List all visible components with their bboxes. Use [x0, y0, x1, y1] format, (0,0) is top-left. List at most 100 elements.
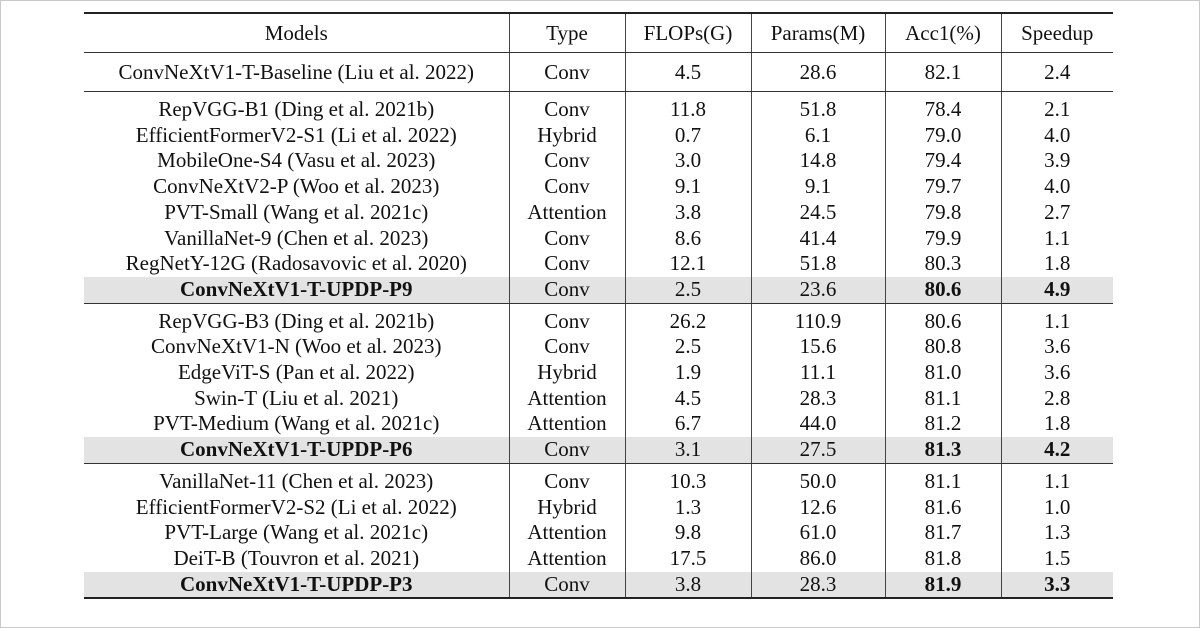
cell-type: Conv [508, 303, 625, 335]
table-row: EfficientFormerV2-S2 (Li et al. 2022) Hyb… [84, 494, 1113, 521]
header-params: Params(M) [750, 12, 885, 53]
cell-model: ConvNeXtV1-T-UPDP-P9 [84, 276, 509, 304]
table-row: RepVGG-B3 (Ding et al. 2021b) Conv 26.2 110… [84, 303, 1113, 335]
table-row: PVT-Small (Wang et al. 2021c) Attention 3.… [84, 199, 1113, 226]
header-models: Models [84, 12, 509, 53]
cell-model: PVT-Small (Wang et al. 2021c) [164, 199, 429, 224]
table-row: DeiT-B (Touvron et al. 2021) Attention 17.… [84, 545, 1113, 572]
results-table: Models Type FLOPs(G) Params(M) Acc1(%) S… [84, 12, 1113, 600]
cell-speedup: 1.5 [1000, 545, 1113, 572]
cell-acc: 81.1 [884, 463, 1001, 495]
cell-model: RegNetY-12G (Radosavovic et al. 2020) [125, 251, 467, 276]
cell-type: Conv [508, 52, 625, 92]
cell-params: 61.0 [750, 520, 885, 546]
cell-speedup: 4.0 [1000, 122, 1113, 149]
cell-flops: 0.7 [624, 122, 751, 149]
highlight-row: ConvNeXtV1-T-UPDP-P3 Conv 3.8 28.3 81.9 3.3 [84, 571, 1113, 600]
table-row: MobileOne-S4 (Vasu et al. 2023) Conv 3.0 14… [84, 148, 1113, 175]
cell-model: PVT-Large (Wang et al. 2021c) [164, 520, 429, 545]
cell-model: MobileOne-S4 (Vasu et al. 2023) [157, 148, 436, 173]
cell-flops: 1.3 [624, 494, 751, 521]
cell-type: Attention [508, 411, 625, 438]
cell-model: RepVGG-B1 (Ding et al. 2021b) [158, 97, 435, 121]
header-row: Models Type FLOPs(G) Params(M) Acc1(%) S… [84, 12, 1113, 53]
cell-params: 41.4 [750, 225, 885, 252]
cell-params: 24.5 [750, 199, 885, 226]
cell-params: 86.0 [750, 545, 885, 572]
cell-params: 44.0 [750, 411, 885, 438]
table-row: ConvNeXtV2-P (Woo et al. 2023) Conv 9.1 9.1… [84, 174, 1113, 200]
cell-type: Conv [508, 91, 625, 123]
cell-flops: 2.5 [624, 334, 751, 361]
table-row: EdgeViT-S (Pan et al. 2022) Hybrid 1.9 11.1… [84, 360, 1113, 386]
cell-flops: 2.5 [624, 276, 751, 304]
cell-speedup: 3.3 [1000, 571, 1113, 600]
cell-type: Conv [508, 463, 625, 495]
cell-acc: 82.1 [884, 52, 1001, 92]
header-flops: FLOPs(G) [624, 12, 751, 53]
cell-speedup: 1.8 [1000, 251, 1113, 277]
cell-params: 6.1 [750, 122, 885, 149]
table-row: Swin-T (Liu et al. 2021) Attention 4.5 28.3… [84, 385, 1113, 412]
cell-params: 14.8 [750, 148, 885, 175]
cell-speedup: 3.6 [1000, 334, 1113, 361]
cell-flops: 11.8 [624, 91, 751, 123]
table-row: RepVGG-B1 (Ding et al. 2021b) Conv 11.8 51.… [84, 91, 1113, 123]
table-row: ConvNeXtV1-N (Woo et al. 2023) Conv 2.5 15.… [84, 334, 1113, 361]
cell-model: VanillaNet-11 (Chen et al. 2023) [159, 468, 434, 493]
cell-model: VanillaNet-9 (Chen et al. 2023) [164, 225, 429, 250]
cell-flops: 4.5 [624, 52, 751, 92]
cell-flops: 1.9 [624, 360, 751, 386]
cell-type: Conv [508, 571, 625, 600]
cell-acc: 79.8 [884, 199, 1001, 226]
cell-params: 28.6 [750, 52, 885, 92]
cell-type: Conv [508, 174, 625, 200]
cell-type: Attention [508, 385, 625, 412]
cell-params: 110.9 [750, 303, 885, 335]
cell-params: 50.0 [750, 463, 885, 495]
header-type: Type [508, 12, 625, 53]
cell-params: 28.3 [750, 385, 885, 412]
header-speedup: Speedup [1000, 12, 1113, 53]
cell-params: 11.1 [750, 360, 885, 386]
cell-model: Swin-T (Liu et al. 2021) [194, 385, 399, 410]
cell-speedup: 1.0 [1000, 494, 1113, 521]
cell-model: EdgeViT-S (Pan et al. 2022) [177, 360, 415, 385]
cell-params: 23.6 [750, 276, 885, 304]
header-acc: Acc1(%) [884, 12, 1001, 53]
cell-flops: 12.1 [624, 251, 751, 277]
cell-type: Hybrid [508, 494, 625, 521]
table-row: EfficientFormerV2-S1 (Li et al. 2022) Hyb… [84, 122, 1113, 149]
table-row: VanillaNet-11 (Chen et al. 2023) Conv 10.3… [84, 463, 1113, 495]
cell-flops: 3.8 [624, 199, 751, 226]
cell-model: DeiT-B (Touvron et al. 2021) [173, 545, 420, 570]
cell-model: ConvNeXtV1-T-UPDP-P3 [84, 571, 509, 600]
cell-flops: 3.8 [624, 571, 751, 600]
cell-params: 27.5 [750, 437, 885, 464]
cell-acc: 81.9 [884, 571, 1001, 600]
cell-type: Conv [508, 276, 625, 304]
cell-acc: 78.4 [884, 91, 1001, 123]
cell-flops: 9.8 [624, 520, 751, 546]
cell-params: 12.6 [750, 494, 885, 521]
cell-flops: 4.5 [624, 385, 751, 412]
cell-model: ConvNeXtV1-T-Baseline (Liu et al. 2022) [84, 52, 509, 92]
cell-type: Conv [508, 225, 625, 252]
cell-acc: 81.2 [884, 411, 1001, 438]
cell-flops: 6.7 [624, 411, 751, 438]
cell-type: Conv [508, 148, 625, 175]
cell-model: ConvNeXtV2-P (Woo et al. 2023) [153, 174, 440, 199]
cell-model: PVT-Medium (Wang et al. 2021c) [153, 411, 440, 436]
cell-speedup: 4.0 [1000, 174, 1113, 200]
cell-acc: 81.8 [884, 545, 1001, 572]
cell-flops: 9.1 [624, 174, 751, 200]
table-row: VanillaNet-9 (Chen et al. 2023) Conv 8.6 41… [84, 225, 1113, 252]
cell-params: 51.8 [750, 91, 885, 123]
cell-params: 51.8 [750, 251, 885, 277]
cell-acc: 80.6 [884, 276, 1001, 304]
cell-flops: 3.0 [624, 148, 751, 175]
cell-acc: 81.6 [884, 494, 1001, 521]
cell-type: Attention [508, 545, 625, 572]
cell-params: 15.6 [750, 334, 885, 361]
cell-type: Attention [508, 199, 625, 226]
